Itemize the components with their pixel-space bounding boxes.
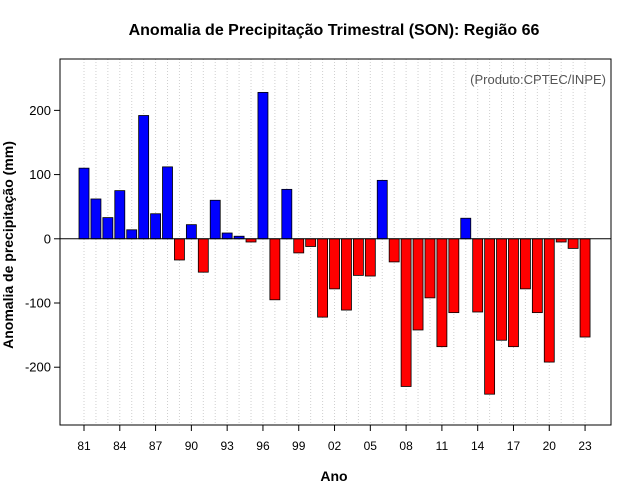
x-axis-label: Ano bbox=[320, 468, 347, 484]
x-tick-label: 93 bbox=[220, 439, 234, 453]
y-tick-label: -100 bbox=[25, 296, 51, 311]
bar-2016 bbox=[496, 238, 507, 341]
x-tick-label: 23 bbox=[578, 439, 592, 453]
x-tick-label: 20 bbox=[543, 439, 557, 453]
bar-2020 bbox=[543, 238, 555, 363]
bar-2009 bbox=[412, 238, 424, 331]
bar-1982 bbox=[90, 198, 102, 240]
bar-2000 bbox=[305, 238, 317, 247]
plot-frame bbox=[59, 58, 612, 426]
bar-1989 bbox=[174, 238, 185, 261]
bar-2005 bbox=[364, 238, 376, 277]
bar-1999 bbox=[293, 238, 305, 254]
bar-2006 bbox=[376, 179, 388, 240]
bar-1983 bbox=[102, 217, 114, 240]
bar-2008 bbox=[400, 238, 412, 387]
bar-1996 bbox=[257, 91, 269, 240]
x-axis: 81 84 87 90 93 96 99 02 05 08 11 14 17 20 23 bbox=[77, 425, 592, 453]
bar-2014 bbox=[472, 238, 484, 313]
bar-1998 bbox=[281, 188, 293, 240]
bar-2002 bbox=[329, 238, 340, 290]
bar-1992 bbox=[209, 199, 221, 240]
x-tick-label: 05 bbox=[364, 439, 378, 453]
x-tick-label: 96 bbox=[256, 439, 270, 453]
y-tick-label: 0 bbox=[44, 231, 51, 246]
bar-1986 bbox=[138, 115, 150, 240]
bar-2004 bbox=[352, 238, 364, 276]
bar-2019 bbox=[531, 238, 543, 314]
y-tick-label: -200 bbox=[25, 360, 51, 375]
x-tick-label: 87 bbox=[149, 439, 163, 453]
x-tick-label: 90 bbox=[185, 439, 199, 453]
bar-1987 bbox=[150, 213, 161, 240]
bar-1981 bbox=[78, 167, 90, 240]
y-axis-label: Anomalia de precipitação (mm) bbox=[0, 141, 16, 349]
bar-1985 bbox=[126, 229, 138, 240]
bar-1993 bbox=[221, 232, 233, 240]
bar-2007 bbox=[388, 238, 400, 263]
bar-2023 bbox=[579, 238, 591, 338]
bar-2013 bbox=[460, 217, 472, 240]
x-tick-label: 17 bbox=[507, 439, 521, 453]
bar-1991 bbox=[197, 238, 209, 273]
bar-2010 bbox=[424, 238, 436, 299]
bar-2011 bbox=[436, 238, 448, 348]
y-tick-label: 200 bbox=[29, 103, 51, 118]
bar-1988 bbox=[162, 166, 173, 240]
x-tick-label: 84 bbox=[113, 439, 127, 453]
bar-2003 bbox=[341, 238, 352, 311]
x-tick-label: 81 bbox=[77, 439, 91, 453]
bar-2022 bbox=[567, 238, 579, 249]
bar-2015 bbox=[484, 238, 496, 395]
x-tick-label: 11 bbox=[436, 439, 449, 453]
y-tick-label: 100 bbox=[29, 167, 51, 182]
chart-title: Anomalia de Precipitação Trimestral (SON… bbox=[129, 22, 540, 39]
x-tick-label: 99 bbox=[292, 439, 306, 453]
bar-2012 bbox=[448, 238, 460, 314]
x-tick-label: 08 bbox=[399, 439, 413, 453]
bar-2017 bbox=[508, 238, 519, 348]
bars bbox=[78, 91, 591, 395]
product-credit: (Produto:CPTEC/INPE) bbox=[470, 72, 606, 87]
bar-1990 bbox=[185, 224, 197, 240]
bar-2018 bbox=[520, 238, 531, 290]
x-tick-label: 14 bbox=[471, 439, 485, 453]
bar-2001 bbox=[317, 238, 329, 318]
x-tick-label: 02 bbox=[328, 439, 342, 453]
y-axis: -200 -100 0 100 200 bbox=[25, 103, 60, 375]
bar-1984 bbox=[114, 190, 126, 240]
bar-1997 bbox=[269, 238, 281, 301]
